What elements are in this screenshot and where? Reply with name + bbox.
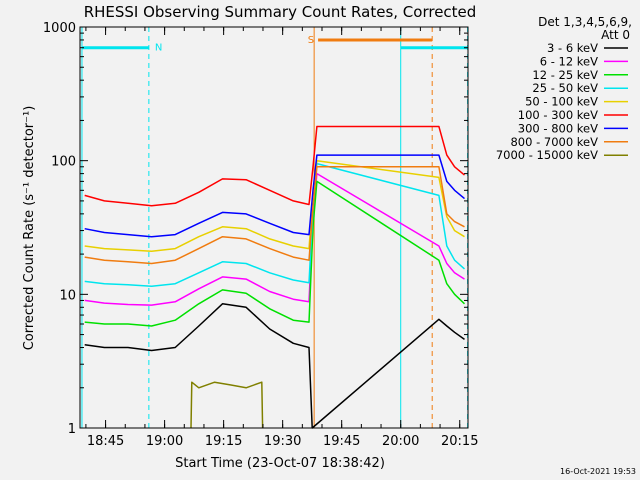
- y-axis-label: Corrected Count Rate (s⁻¹ detector⁻¹): [22, 106, 37, 351]
- legend-label-3-6-kev: 3 - 6 keV: [547, 41, 598, 55]
- series-12-25-kev: [84, 180, 466, 327]
- series-6-12-kev: [84, 172, 465, 306]
- y-tick-label: 10: [59, 288, 76, 303]
- legend-label-6-12-kev: 6 - 12 keV: [540, 54, 598, 68]
- series-7000-15000-kev: [190, 381, 264, 429]
- series-25-50-kev: [84, 162, 465, 287]
- legend-header: Det 1,3,4,5,6,9,: [538, 15, 632, 29]
- series-100-300-kev: [84, 125, 465, 207]
- plot-area: NS: [81, 27, 469, 429]
- legend-label-300-800-kev: 300 - 800 keV: [518, 121, 598, 135]
- chart-title: RHESSI Observing Summary Count Rates, Co…: [84, 3, 477, 21]
- series-800-7000-kev: [84, 166, 465, 265]
- timestamp: 16-Oct-2021 19:53: [560, 467, 636, 476]
- y-tick-label: 100: [51, 155, 76, 170]
- flag-label-0: N: [155, 43, 162, 54]
- x-tick-label: 20:15: [441, 434, 478, 449]
- x-axis-label: Start Time (23-Oct-07 18:38:42): [175, 456, 385, 471]
- legend-label-50-100-kev: 50 - 100 keV: [525, 95, 598, 109]
- series-50-100-kev: [84, 159, 465, 253]
- x-tick-label: 19:30: [264, 434, 301, 449]
- series-300-800-kev: [84, 154, 465, 238]
- x-tick-label: 19:15: [205, 434, 242, 449]
- legend-label-100-300-kev: 100 - 300 keV: [518, 108, 598, 122]
- flag-label-1: S: [308, 35, 314, 46]
- axis-ticks: 1 10 100 1000 18:45 19:00 19:15 19:30 19:45 20:00…: [43, 21, 479, 449]
- legend-att: Att 0: [601, 28, 630, 42]
- legend-label-800-7000-kev: 800 - 7000 keV: [510, 135, 598, 149]
- x-tick-label: 19:45: [323, 434, 360, 449]
- x-tick-label: 18:45: [87, 434, 124, 449]
- series-3-6-kev: [84, 303, 465, 429]
- legend-label-12-25-kev: 12 - 25 keV: [532, 68, 598, 82]
- x-tick-label: 20:00: [382, 434, 419, 449]
- legend-label-25-50-kev: 25 - 50 keV: [532, 81, 598, 95]
- plot-frame: [79, 26, 469, 429]
- y-tick-label: 1000: [43, 21, 76, 36]
- x-tick-label: 19:00: [146, 434, 183, 449]
- y-tick-label: 1: [68, 422, 76, 437]
- legend-label-7000-15000-kev: 7000 - 15000 keV: [496, 148, 598, 162]
